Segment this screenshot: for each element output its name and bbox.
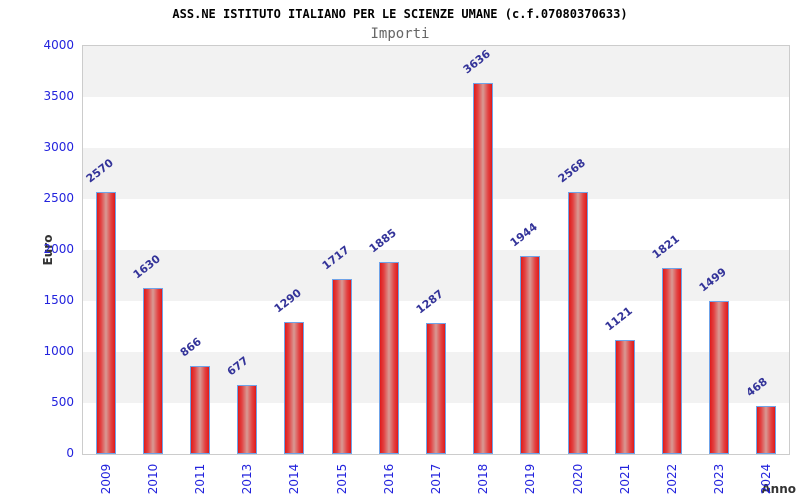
bar-2023 xyxy=(709,301,729,454)
chart-title: ASS.NE ISTITUTO ITALIANO PER LE SCIENZE … xyxy=(172,7,628,21)
x-tick-label: 2024 xyxy=(759,463,773,495)
bar-2017 xyxy=(426,323,446,454)
x-tick-label: 2014 xyxy=(287,463,301,495)
x-tick-label: 2022 xyxy=(665,463,679,495)
bar-2009 xyxy=(96,192,116,454)
bar-2013 xyxy=(237,385,257,454)
x-tick-label: 2019 xyxy=(523,463,537,495)
x-tick-label: 2011 xyxy=(193,463,207,495)
y-tick-label: 500 xyxy=(51,395,74,409)
x-tick-label: 2010 xyxy=(146,463,160,495)
x-tick-label: 2017 xyxy=(429,463,443,495)
bar-2021 xyxy=(615,340,635,454)
x-tick-label: 2015 xyxy=(335,463,349,495)
x-tick-label: 2013 xyxy=(240,463,254,495)
bar-2019 xyxy=(520,256,540,454)
y-tick-label: 3000 xyxy=(43,140,74,154)
y-tick-label: 1500 xyxy=(43,293,74,307)
bar-2011 xyxy=(190,366,210,454)
bar-2015 xyxy=(332,279,352,454)
y-tick-label: 2500 xyxy=(43,191,74,205)
bar-2010 xyxy=(143,288,163,454)
chart-subtitle: Importi xyxy=(370,26,430,42)
bar-2024 xyxy=(756,406,776,454)
x-tick-label: 2016 xyxy=(382,463,396,495)
x-axis-title: Anno xyxy=(761,482,796,496)
y-tick-label: 0 xyxy=(66,446,74,460)
bar-2022 xyxy=(662,268,682,454)
y-tick-label: 1000 xyxy=(43,344,74,358)
x-tick-label: 2021 xyxy=(618,463,632,495)
x-tick-label: 2020 xyxy=(571,463,585,495)
bar-2020 xyxy=(568,192,588,454)
bar-2018 xyxy=(473,83,493,454)
y-tick-label: 2000 xyxy=(43,242,74,256)
bar-2014 xyxy=(284,322,304,454)
x-tick-label: 2023 xyxy=(712,463,726,495)
y-tick-label: 3500 xyxy=(43,89,74,103)
x-tick-label: 2009 xyxy=(99,463,113,495)
x-tick-label: 2018 xyxy=(476,463,490,495)
y-tick-label: 4000 xyxy=(43,38,74,52)
bar-2016 xyxy=(379,262,399,454)
